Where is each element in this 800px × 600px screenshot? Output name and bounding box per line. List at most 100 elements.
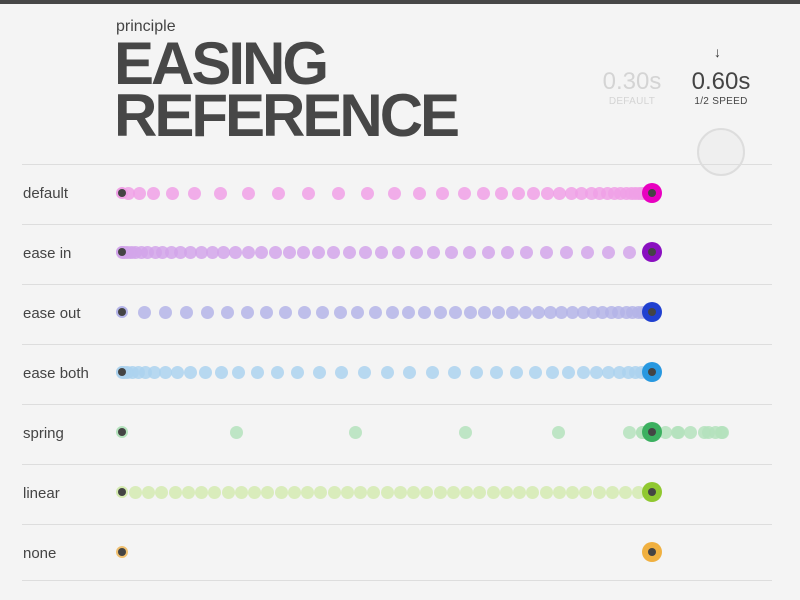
trail-dot	[259, 305, 273, 319]
trail-dot	[213, 186, 227, 200]
trail-dot	[301, 485, 314, 499]
row-label: ease out	[23, 305, 81, 322]
trail-dot	[392, 245, 406, 259]
trail-dot	[401, 305, 415, 319]
easing-row-linear[interactable]: linear	[22, 464, 772, 525]
trail-dot	[137, 305, 151, 319]
trail-dot	[562, 365, 576, 379]
end-dot[interactable]	[642, 302, 662, 322]
trail-dot	[564, 186, 578, 200]
speed-label: 1/2 SPEED	[694, 96, 748, 107]
trail-dot	[510, 365, 524, 379]
trail-dot	[282, 245, 296, 259]
easing-row-default[interactable]: default	[22, 164, 772, 225]
trail-dot	[198, 365, 212, 379]
easing-row-spring[interactable]: spring	[22, 404, 772, 465]
trail-dot	[351, 305, 365, 319]
start-dot	[116, 187, 128, 199]
trail-dot	[287, 485, 301, 499]
trail-dot	[297, 245, 311, 259]
trail-dot	[229, 245, 243, 259]
trail-dot	[357, 365, 371, 379]
end-dot[interactable]	[642, 482, 662, 502]
trail-dot	[327, 245, 341, 259]
speed-half-option[interactable]: 0.60s 1/2 SPEED	[676, 68, 766, 107]
trail-dot	[449, 305, 463, 319]
row-label: ease both	[23, 365, 89, 382]
trail-dot	[520, 245, 534, 259]
end-dot[interactable]	[642, 362, 662, 382]
trail-dot	[327, 485, 341, 499]
trail-dot	[546, 365, 560, 379]
trail-dot	[445, 245, 459, 259]
trail-dot	[155, 485, 169, 499]
title-line-2: REFERENCE	[114, 82, 460, 149]
trail-dot	[446, 485, 460, 499]
trail-dot	[418, 305, 432, 319]
end-dot[interactable]	[642, 183, 662, 203]
trail-dot	[234, 485, 248, 499]
speed-default-option[interactable]: 0.30s DEFAULT	[587, 68, 677, 107]
trail-dot	[180, 305, 194, 319]
trail-dot	[380, 485, 394, 499]
trail-dot	[165, 186, 179, 200]
trail-dot	[577, 365, 591, 379]
trail-dot	[221, 485, 235, 499]
trail-dot	[602, 365, 616, 379]
speed-value: 0.60s	[691, 68, 751, 95]
trail-dot	[312, 365, 326, 379]
trail-dot	[576, 305, 590, 319]
trail-dot	[332, 186, 345, 200]
easing-row-ease-in[interactable]: ease in	[22, 224, 772, 285]
speed-label: DEFAULT	[608, 96, 656, 107]
trail-dot	[566, 305, 580, 319]
trail-dot	[291, 365, 305, 379]
end-dot[interactable]	[642, 242, 662, 262]
trail-dot	[242, 186, 256, 200]
trail-dot	[551, 425, 565, 439]
easing-row-ease-out[interactable]: ease out	[22, 284, 772, 345]
row-label: default	[23, 185, 69, 202]
trail-dot	[407, 485, 420, 499]
end-dot[interactable]	[642, 422, 662, 442]
trail-dot	[459, 425, 473, 439]
trail-dot	[436, 186, 450, 200]
trail-dot	[387, 186, 401, 200]
trail-dot	[425, 365, 439, 379]
trail-dot	[513, 485, 526, 499]
trail-dot	[195, 485, 208, 499]
trail-dot	[240, 305, 254, 319]
end-dot[interactable]	[642, 542, 662, 562]
trail-dot	[220, 305, 234, 319]
trail-dot	[553, 186, 567, 200]
trail-dot	[670, 425, 684, 439]
trail-dot	[519, 305, 533, 319]
trail-dot	[268, 245, 282, 259]
trail-dot	[147, 186, 161, 200]
row-label: none	[23, 545, 57, 562]
trail-dot	[354, 485, 367, 499]
speed-toggle-knob[interactable]	[697, 128, 745, 176]
trail-dot	[208, 485, 222, 499]
trail-dot	[526, 485, 540, 499]
trail-dot	[349, 425, 363, 439]
trail-dot	[270, 365, 284, 379]
row-label: linear	[23, 485, 60, 502]
trail-dot	[433, 305, 447, 319]
start-dot	[116, 246, 128, 258]
trail-dot	[492, 305, 506, 319]
trail-dot	[420, 485, 434, 499]
trail-dot	[340, 485, 354, 499]
trail-dot	[412, 186, 426, 200]
trail-dot	[232, 365, 246, 379]
trail-dot	[601, 245, 615, 259]
trail-dot	[367, 485, 381, 499]
trail-dot	[540, 245, 554, 259]
trail-dot	[184, 245, 198, 259]
trail-dot	[315, 305, 329, 319]
easing-row-ease-both[interactable]: ease both	[22, 344, 772, 405]
easing-row-none[interactable]: none	[22, 524, 772, 585]
trail-dot	[200, 305, 214, 319]
trail-dot	[531, 305, 545, 319]
trail-dot	[158, 365, 172, 379]
